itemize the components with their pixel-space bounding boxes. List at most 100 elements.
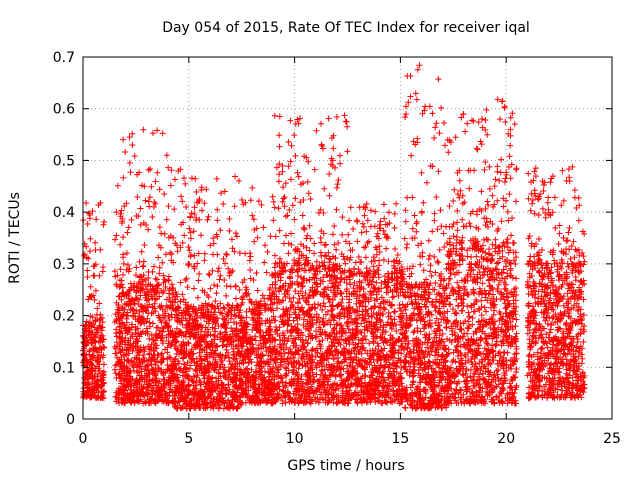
data-point xyxy=(288,142,295,149)
data-point xyxy=(227,283,234,290)
data-point xyxy=(161,376,168,383)
data-point xyxy=(86,348,93,355)
data-point xyxy=(280,240,287,247)
data-point xyxy=(149,268,156,275)
data-point xyxy=(138,248,145,255)
data-point xyxy=(205,213,212,220)
data-point xyxy=(80,385,87,392)
data-point xyxy=(152,337,159,344)
data-point xyxy=(376,243,383,250)
data-point xyxy=(124,365,131,372)
data-point xyxy=(143,307,150,314)
data-point xyxy=(160,398,167,405)
data-point xyxy=(292,152,299,159)
data-point xyxy=(123,364,130,371)
data-point xyxy=(160,287,167,294)
data-point xyxy=(100,361,107,368)
data-point xyxy=(142,294,149,301)
data-point xyxy=(97,354,104,361)
data-point xyxy=(165,312,172,319)
data-point xyxy=(201,250,208,257)
data-point xyxy=(381,215,388,222)
data-point xyxy=(149,320,156,327)
data-point xyxy=(425,237,432,244)
data-point xyxy=(163,320,170,327)
data-point xyxy=(97,383,104,390)
data-point xyxy=(136,363,143,370)
data-point xyxy=(331,222,338,229)
data-point xyxy=(321,185,328,192)
data-point xyxy=(335,176,342,183)
data-point xyxy=(270,217,277,224)
data-point xyxy=(247,253,254,260)
data-point xyxy=(99,268,106,275)
data-point xyxy=(441,120,448,127)
data-point xyxy=(112,393,119,400)
data-point xyxy=(402,218,409,225)
data-point xyxy=(325,115,332,122)
data-point xyxy=(337,276,344,283)
data-point xyxy=(114,354,121,361)
data-point xyxy=(124,229,131,236)
data-point xyxy=(165,380,172,387)
data-point xyxy=(206,271,213,278)
data-point xyxy=(83,364,90,371)
data-point xyxy=(356,204,363,211)
data-point xyxy=(137,287,144,294)
data-point xyxy=(97,246,104,253)
data-point xyxy=(154,368,161,375)
data-point xyxy=(287,176,294,183)
data-point xyxy=(236,286,243,293)
data-point xyxy=(333,246,340,253)
data-point xyxy=(120,260,127,267)
data-point xyxy=(140,272,147,279)
data-point xyxy=(156,224,163,231)
data-point xyxy=(100,335,107,342)
data-point xyxy=(97,332,104,339)
data-point xyxy=(83,243,90,250)
data-point xyxy=(313,127,320,134)
data-point xyxy=(292,195,299,202)
data-point xyxy=(327,256,334,263)
data-point xyxy=(317,234,324,241)
data-point xyxy=(152,275,159,282)
data-point xyxy=(210,235,217,242)
data-point xyxy=(94,377,101,384)
data-point xyxy=(213,290,220,297)
data-point xyxy=(441,244,448,251)
data-point xyxy=(169,302,176,309)
data-point xyxy=(250,276,257,283)
data-point xyxy=(217,227,224,234)
data-point xyxy=(357,258,364,265)
data-point xyxy=(145,274,152,281)
data-point xyxy=(115,359,122,366)
data-point xyxy=(151,199,158,206)
data-point xyxy=(228,236,235,243)
data-point xyxy=(149,130,156,137)
data-point xyxy=(333,206,340,213)
data-point xyxy=(92,318,99,325)
data-point xyxy=(159,350,166,357)
data-point xyxy=(318,120,325,127)
data-point xyxy=(87,367,94,374)
data-point xyxy=(146,350,153,357)
data-point xyxy=(128,284,135,291)
data-point xyxy=(166,354,173,361)
data-point xyxy=(145,166,152,173)
data-point xyxy=(220,256,227,263)
data-point xyxy=(350,226,357,233)
data-point xyxy=(99,369,106,376)
data-point xyxy=(131,280,138,287)
data-point xyxy=(115,293,122,300)
data-point xyxy=(307,195,314,202)
data-point xyxy=(318,366,325,373)
data-point xyxy=(163,152,170,159)
data-point xyxy=(427,262,434,269)
data-point xyxy=(164,366,171,373)
data-point xyxy=(347,281,354,288)
data-point xyxy=(403,111,410,118)
data-point xyxy=(336,152,343,159)
data-point xyxy=(321,252,328,259)
data-point xyxy=(151,300,158,307)
data-point xyxy=(352,259,359,266)
